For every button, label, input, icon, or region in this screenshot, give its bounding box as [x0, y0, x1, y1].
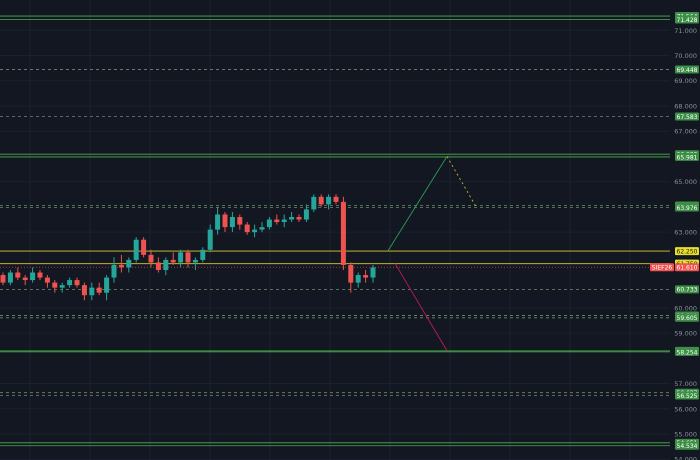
price-badge-text: 62.250 [677, 248, 698, 255]
candle-body[interactable] [37, 272, 43, 278]
candle-body[interactable] [74, 280, 80, 286]
trend-line[interactable] [394, 263, 448, 351]
price-badge [675, 441, 699, 450]
candle-body[interactable] [133, 239, 139, 260]
candle-body[interactable] [67, 280, 73, 286]
candle-body[interactable] [200, 249, 206, 260]
candle-body[interactable] [340, 201, 346, 265]
symbol-badge-text: SIEF26 [652, 265, 673, 272]
price-badge-text: 67.583 [677, 114, 698, 121]
price-badge-text: 58.254 [677, 349, 698, 356]
candle-body[interactable] [333, 196, 339, 202]
candle-body[interactable] [96, 287, 102, 293]
candle-body[interactable] [126, 259, 132, 268]
axis-tick-label: 59.000 [674, 330, 697, 338]
axis-tick-label: 71.000 [674, 27, 697, 35]
candle-body[interactable] [222, 214, 228, 228]
candle-body[interactable] [22, 277, 28, 281]
candle-body[interactable] [59, 285, 65, 288]
axis-tick-label: 63.000 [674, 229, 697, 237]
candle-body[interactable] [326, 196, 332, 205]
candle-body[interactable] [348, 264, 354, 283]
candle-body[interactable] [178, 252, 184, 263]
axis-tick-label: 67.000 [674, 128, 697, 136]
candle-body[interactable] [104, 277, 110, 293]
axis-tick-label: 56.000 [674, 405, 697, 413]
candle-body[interactable] [370, 267, 376, 278]
symbol-badge [650, 263, 674, 272]
current-price-badge-text: 61.610 [677, 265, 698, 272]
candle-body[interactable] [7, 272, 13, 283]
axis-tick-label: 54.000 [674, 456, 697, 460]
price-badge [675, 285, 699, 294]
candle-body[interactable] [185, 252, 191, 263]
candle-body[interactable] [229, 217, 235, 228]
axis-tick-label: 65.000 [674, 178, 697, 186]
candle-body[interactable] [163, 259, 169, 270]
price-badge-text: 54.534 [677, 443, 698, 450]
candle-body[interactable] [192, 259, 198, 263]
axis-tick-label: 57.000 [674, 380, 697, 388]
candle-body[interactable] [281, 219, 287, 223]
price-badge-text: 65.981 [677, 154, 698, 161]
price-badge [675, 152, 699, 161]
candle-body[interactable] [0, 275, 6, 283]
candle-body[interactable] [81, 285, 87, 296]
price-badge [675, 15, 699, 24]
candle-body[interactable] [44, 277, 50, 283]
price-badge-text: 56.525 [677, 393, 698, 400]
candle-body[interactable] [289, 217, 295, 220]
price-badge-text: 71.428 [677, 17, 698, 24]
candle-body[interactable] [237, 217, 243, 225]
candle-body[interactable] [266, 219, 272, 228]
candle-body[interactable] [141, 239, 147, 255]
price-badge-text: 60.733 [677, 287, 698, 294]
candle-body[interactable] [318, 196, 324, 205]
candle-body[interactable] [148, 254, 154, 263]
current-price-badge [675, 263, 699, 272]
price-badge-text: 63.976 [677, 205, 698, 212]
price-badge-text: 69.448 [677, 67, 698, 74]
candle-body[interactable] [363, 275, 369, 278]
price-badge-text: 59.605 [677, 315, 698, 322]
axis-tick-label: 55.000 [674, 431, 697, 439]
candle-body[interactable] [252, 229, 258, 233]
candle-body[interactable] [259, 227, 265, 230]
candle-body[interactable] [215, 214, 221, 230]
axis-tick-label: 70.000 [674, 52, 697, 60]
axis-tick-label: 60.000 [674, 304, 697, 312]
candle-body[interactable] [355, 275, 361, 283]
candle-body[interactable] [274, 219, 280, 223]
candle-body[interactable] [303, 209, 309, 220]
candle-body[interactable] [30, 272, 36, 281]
price-badge [675, 203, 699, 212]
candle-body[interactable] [155, 262, 161, 270]
candle-body[interactable] [111, 264, 117, 278]
candle-body[interactable] [311, 196, 317, 210]
price-badge [675, 347, 699, 356]
candle-body[interactable] [296, 217, 302, 220]
axis-tick-label: 69.000 [674, 77, 697, 85]
price-badge [675, 65, 699, 74]
price-badge [675, 313, 699, 322]
candle-body[interactable] [207, 229, 213, 250]
trend-line[interactable] [387, 156, 448, 252]
price-badge [675, 247, 699, 256]
axis-tick-label: 68.000 [674, 102, 697, 110]
candle-body[interactable] [170, 259, 176, 263]
candle-body[interactable] [15, 272, 21, 278]
price-badge [675, 112, 699, 121]
candle-body[interactable] [89, 287, 95, 296]
price-badge [675, 391, 699, 400]
candle-body[interactable] [118, 264, 124, 268]
candle-body[interactable] [244, 224, 250, 233]
candle-body[interactable] [52, 282, 58, 288]
